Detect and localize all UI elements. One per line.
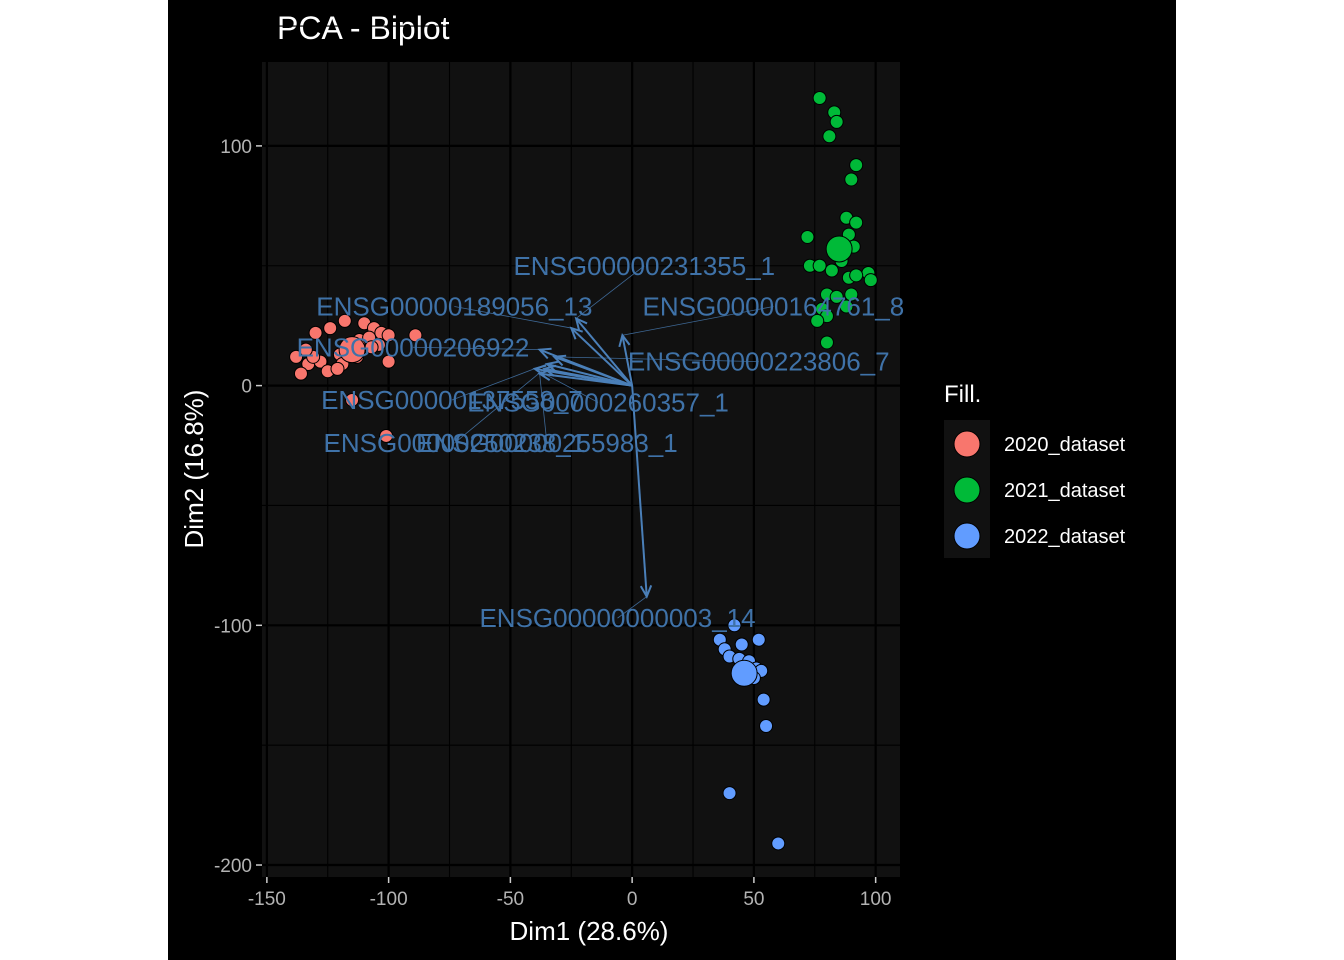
variable-arrow xyxy=(631,385,648,597)
data-point xyxy=(839,299,854,314)
group-centroid xyxy=(338,336,366,364)
variable-leader-line xyxy=(454,368,545,444)
variable-label: ENSG00000223806_7 xyxy=(628,347,890,377)
chart-title: PCA - Biplot xyxy=(277,10,450,46)
data-point xyxy=(379,428,394,443)
group-centroid xyxy=(825,235,853,263)
variable-label: ENSG00000231355_1 xyxy=(513,251,775,281)
data-point xyxy=(722,786,737,801)
data-point xyxy=(771,836,786,851)
variable-label: ENSG00000189056_13 xyxy=(316,292,592,322)
y-axis-title: Dim2 (16.8%) xyxy=(179,390,209,549)
variable-leader-line xyxy=(617,596,647,619)
variable-arrow xyxy=(553,355,633,387)
variable-label: ENSG00000164761_8 xyxy=(643,292,905,322)
x-tick-label: -150 xyxy=(248,889,286,910)
variable-leader-line xyxy=(412,346,540,351)
data-point xyxy=(812,258,827,273)
x-tick-label: 50 xyxy=(743,889,764,910)
variable-arrows xyxy=(412,265,774,619)
variable-arrow xyxy=(539,372,633,387)
legend-label: 2022_dataset xyxy=(1004,526,1126,548)
variable-label: ENSG00000255983_1 xyxy=(416,428,678,458)
variable-leader-line xyxy=(554,356,759,363)
x-tick-label: -100 xyxy=(370,889,408,910)
data-point xyxy=(800,229,815,244)
data-point xyxy=(293,366,308,381)
x-axis-title: Dim1 (28.6%) xyxy=(510,916,669,946)
data-point xyxy=(822,129,837,144)
variable-label: ENSG00000250238_1 xyxy=(324,428,586,458)
y-tick-label: 0 xyxy=(241,377,252,398)
variable-labels: ENSG00000231355_1 ENSG00000189056_13 ENSG0… xyxy=(297,251,905,633)
data-point xyxy=(812,90,827,105)
variable-arrow xyxy=(570,327,633,387)
data-point xyxy=(381,328,396,343)
data-point xyxy=(381,354,396,369)
legend-key xyxy=(953,430,981,458)
y-tick-label: 100 xyxy=(220,137,252,158)
data-point xyxy=(863,273,878,288)
legend-key xyxy=(953,522,981,550)
data-point xyxy=(408,328,423,343)
variable-arrow xyxy=(621,335,634,386)
variable-leader-line xyxy=(539,373,548,444)
variable-label: ENSG00000206922 xyxy=(297,332,530,362)
data-point xyxy=(759,718,774,733)
data-point xyxy=(330,361,345,376)
data-point xyxy=(734,637,749,652)
data-points xyxy=(289,90,878,851)
data-point xyxy=(345,392,360,407)
legend-key xyxy=(953,476,981,504)
grid-lines xyxy=(262,25,900,877)
data-point xyxy=(824,263,839,278)
y-tick-label: -100 xyxy=(214,616,252,637)
x-tick-label: 0 xyxy=(627,889,638,910)
data-point xyxy=(849,215,864,230)
data-point xyxy=(727,618,742,633)
data-point xyxy=(810,313,825,328)
legend-label: 2020_dataset xyxy=(1004,434,1126,456)
data-point xyxy=(819,335,834,350)
data-point xyxy=(844,172,859,187)
data-point xyxy=(849,158,864,173)
variable-leader-line xyxy=(622,306,774,336)
data-point xyxy=(756,692,771,707)
data-point xyxy=(298,342,313,357)
variable-label: ENSG00000260357_1 xyxy=(467,387,729,417)
variable-leader-line xyxy=(451,363,548,401)
legend: Fill. 2020_dataset 2021_dataset 2022_datas… xyxy=(944,381,1126,558)
plot-panel xyxy=(262,62,900,877)
axes: -150 -100 -50 0 50 100 -200 -100 0 100 xyxy=(214,137,892,910)
legend-label: 2021_dataset xyxy=(1004,480,1126,502)
data-point xyxy=(308,325,323,340)
data-point xyxy=(751,632,766,647)
data-point xyxy=(829,114,844,129)
data-point xyxy=(829,289,844,304)
variable-arrow xyxy=(575,317,633,387)
x-tick-label: -50 xyxy=(497,889,524,910)
data-point xyxy=(323,321,338,336)
variable-label: ENSG00000137558_7 xyxy=(321,385,583,415)
data-point xyxy=(849,268,864,283)
y-tick-label: -200 xyxy=(214,856,252,877)
variable-label: ENSG00000000003_14 xyxy=(479,603,755,633)
data-point xyxy=(289,349,304,364)
legend-title: Fill. xyxy=(944,381,981,408)
legend-entries: 2020_dataset 2021_dataset 2022_dataset xyxy=(953,430,1126,550)
variable-leader-line xyxy=(454,306,572,329)
data-point xyxy=(844,287,859,302)
group-centroid xyxy=(730,659,758,687)
x-tick-label: 100 xyxy=(860,889,892,910)
variable-leader-line xyxy=(575,265,645,319)
data-point xyxy=(337,313,352,328)
